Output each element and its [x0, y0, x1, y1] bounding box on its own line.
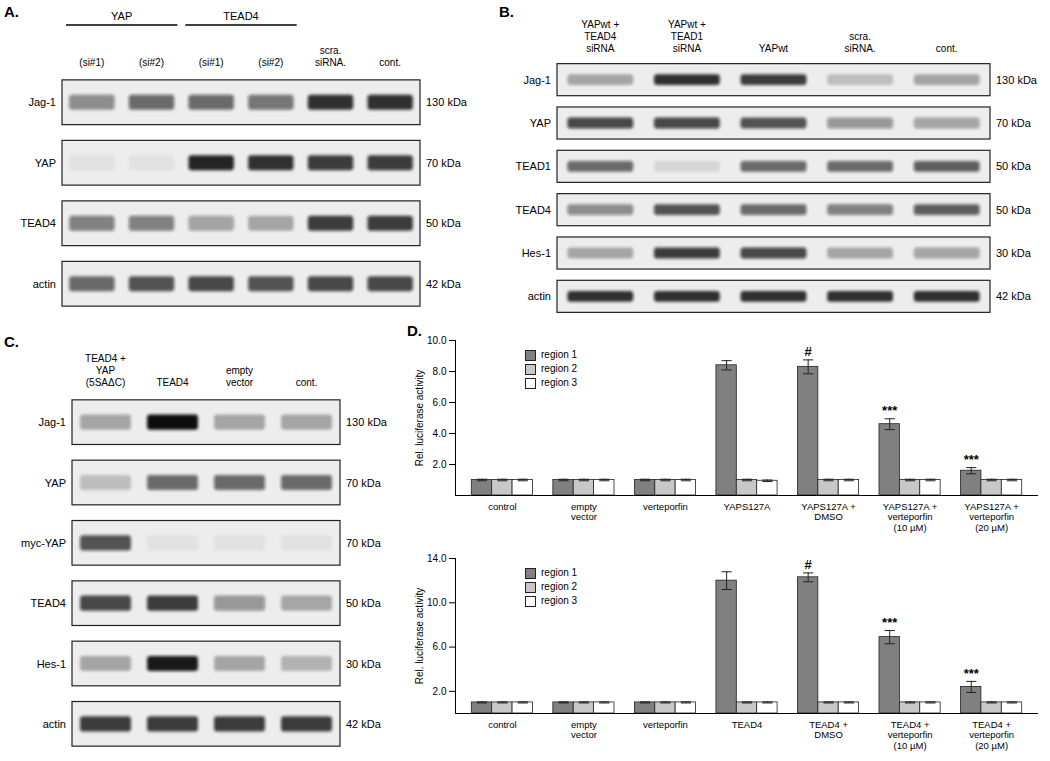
svg-text:YAPS127A +DMSO: YAPS127A +DMSO — [801, 501, 856, 522]
svg-text:YAPwt: YAPwt — [759, 43, 788, 54]
svg-text:70 kDa: 70 kDa — [346, 537, 382, 549]
svg-text:control: control — [488, 501, 517, 512]
svg-text:TEAD4 +verteporfin(10 µM): TEAD4 +verteporfin(10 µM) — [888, 719, 933, 751]
svg-text:4.0: 4.0 — [433, 428, 447, 439]
svg-text:emptyvector: emptyvector — [226, 365, 254, 388]
html-text:region 1: region 1 — [541, 567, 578, 578]
svg-text:70 kDa: 70 kDa — [996, 117, 1032, 129]
svg-text:control: control — [488, 719, 517, 730]
svg-text:Jag-1: Jag-1 — [28, 96, 56, 108]
svg-text:(si#2): (si#2) — [139, 57, 164, 68]
svg-text:TEAD4 +DMSO: TEAD4 +DMSO — [809, 719, 848, 740]
svg-text:Rel. luciferase activity: Rel. luciferase activity — [414, 370, 425, 467]
svg-text:130 kDa: 130 kDa — [996, 74, 1038, 86]
svg-text:***: *** — [882, 403, 898, 418]
svg-text:TEAD4: TEAD4 — [21, 217, 56, 229]
html-text:region 3: region 3 — [541, 377, 578, 388]
svg-text:TEAD4: TEAD4 — [31, 597, 66, 609]
svg-text:YAP: YAP — [35, 157, 56, 169]
svg-text:Rel. luciferase activity: Rel. luciferase activity — [414, 588, 425, 685]
svg-text:42 kDa: 42 kDa — [426, 278, 462, 290]
svg-text:10.0: 10.0 — [427, 597, 447, 608]
html-text:region 1: region 1 — [541, 349, 578, 360]
svg-text:***: *** — [882, 615, 898, 630]
svg-text:8.0: 8.0 — [433, 366, 447, 377]
svg-text:actin: actin — [33, 278, 56, 290]
svg-text:70 kDa: 70 kDa — [346, 477, 382, 489]
svg-text:30 kDa: 30 kDa — [996, 247, 1032, 259]
svg-text:50 kDa: 50 kDa — [996, 204, 1032, 216]
svg-text:cont.: cont. — [296, 377, 318, 388]
svg-text:10.0: 10.0 — [427, 335, 447, 346]
svg-text:actin: actin — [528, 290, 551, 302]
svg-text:50 kDa: 50 kDa — [426, 217, 462, 229]
svg-text:TEAD4: TEAD4 — [732, 719, 763, 730]
svg-text:***: *** — [964, 452, 980, 467]
svg-text:130 kDa: 130 kDa — [346, 416, 388, 428]
svg-text:TEAD4: TEAD4 — [223, 10, 258, 22]
svg-text:YAPS127A: YAPS127A — [724, 501, 771, 512]
svg-text:B.: B. — [499, 3, 514, 20]
svg-text:cont.: cont. — [936, 43, 958, 54]
svg-text:YAPwt +TEAD4siRNA: YAPwt +TEAD4siRNA — [581, 19, 619, 54]
svg-text:Hes-1: Hes-1 — [37, 658, 66, 670]
svg-text:Hes-1: Hes-1 — [522, 247, 551, 259]
svg-text:TEAD4 +YAP(5SAΔC): TEAD4 +YAP(5SAΔC) — [85, 353, 126, 388]
svg-text:50 kDa: 50 kDa — [346, 597, 382, 609]
svg-text:actin: actin — [43, 718, 66, 730]
svg-text:14.0: 14.0 — [427, 553, 447, 564]
svg-text:Jag-1: Jag-1 — [523, 74, 551, 86]
svg-text:6.0: 6.0 — [433, 397, 447, 408]
html-text:region 2: region 2 — [541, 363, 578, 374]
svg-text:70 kDa: 70 kDa — [426, 157, 462, 169]
svg-text:30 kDa: 30 kDa — [346, 658, 382, 670]
svg-text:A.: A. — [4, 3, 19, 20]
svg-text:2.0: 2.0 — [433, 686, 447, 697]
svg-text:emptyvector: emptyvector — [571, 501, 597, 522]
svg-text:verteporfin: verteporfin — [643, 719, 688, 730]
html-text:D.: D. — [407, 322, 422, 339]
html-text:region 3: region 3 — [541, 595, 578, 606]
svg-text:#: # — [805, 344, 813, 359]
svg-text:C.: C. — [4, 333, 19, 350]
svg-text:TEAD1: TEAD1 — [516, 160, 551, 172]
html-text:region 2: region 2 — [541, 581, 578, 592]
svg-text:TEAD4: TEAD4 — [156, 377, 189, 388]
svg-text:scra.siRNA.: scra.siRNA. — [315, 45, 346, 68]
svg-text:YAPS127A +verteporfin(20 µM): YAPS127A +verteporfin(20 µM) — [964, 501, 1019, 533]
svg-text:(si#1): (si#1) — [79, 57, 104, 68]
svg-text:YAPwt +TEAD1siRNA: YAPwt +TEAD1siRNA — [668, 19, 706, 54]
svg-text:2.0: 2.0 — [433, 459, 447, 470]
svg-text:TEAD4: TEAD4 — [516, 204, 551, 216]
svg-text:(si#1): (si#1) — [199, 57, 224, 68]
svg-text:6.0: 6.0 — [433, 641, 447, 652]
svg-text:YAP: YAP — [45, 477, 66, 489]
svg-text:42 kDa: 42 kDa — [996, 290, 1032, 302]
svg-text:YAP: YAP — [111, 10, 132, 22]
svg-text:cont.: cont. — [379, 57, 401, 68]
svg-text:#: # — [805, 557, 813, 572]
svg-text:TEAD4 +verteporfin(20 µM): TEAD4 +verteporfin(20 µM) — [969, 719, 1014, 751]
svg-text:verteporfin: verteporfin — [643, 501, 688, 512]
svg-text:42 kDa: 42 kDa — [346, 718, 382, 730]
svg-text:emptyvector: emptyvector — [571, 719, 597, 740]
svg-text:YAPS127A +verteporfin(10 µM): YAPS127A +verteporfin(10 µM) — [883, 501, 938, 533]
svg-text:scra.siRNA.: scra.siRNA. — [845, 31, 876, 54]
svg-text:myc-YAP: myc-YAP — [21, 537, 66, 549]
svg-text:50 kDa: 50 kDa — [996, 160, 1032, 172]
svg-text:YAP: YAP — [530, 117, 551, 129]
svg-text:Jag-1: Jag-1 — [38, 416, 66, 428]
svg-text:***: *** — [964, 666, 980, 681]
svg-text:130 kDa: 130 kDa — [426, 96, 468, 108]
svg-text:(si#2): (si#2) — [258, 57, 283, 68]
